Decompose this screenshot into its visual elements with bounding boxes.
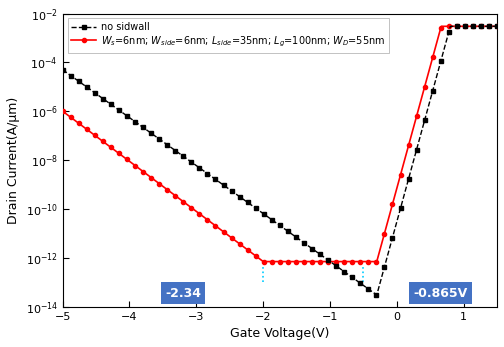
Text: -2.34: -2.34 — [165, 287, 201, 300]
Legend: no sidwall, $\mathit{W_s}$=6nm; $\mathit{W_{side}}$=6nm; $\mathit{L_{side}}$=35n: no sidwall, $\mathit{W_s}$=6nm; $\mathit… — [68, 18, 389, 52]
Y-axis label: Drain Current(A/μm): Drain Current(A/μm) — [7, 96, 20, 224]
X-axis label: Gate Voltage(V): Gate Voltage(V) — [230, 327, 330, 340]
Text: -0.865V: -0.865V — [413, 287, 467, 300]
